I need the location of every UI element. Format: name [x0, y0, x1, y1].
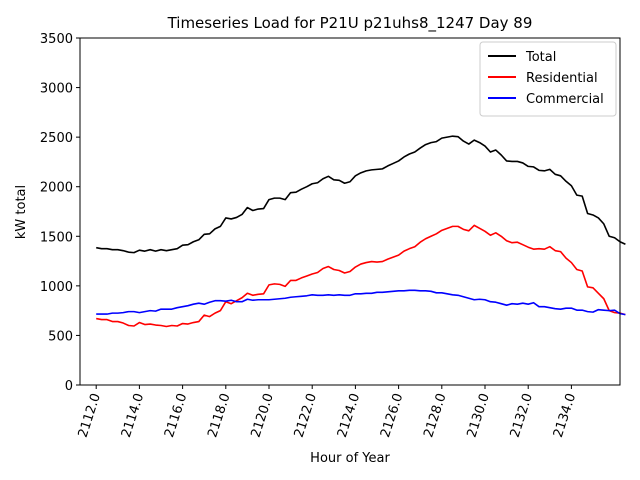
x-tick-label: 2128.0	[421, 392, 449, 440]
series-line-total	[96, 135, 626, 254]
legend-label-commercial: Commercial	[526, 92, 604, 107]
x-tick-label: 2134.0	[551, 392, 579, 440]
y-axis-ticks: 0 500 1000 1500 2000 2500 3000 3500	[40, 32, 80, 394]
x-tick-label: 2130.0	[464, 392, 492, 440]
y-tick-label: 3500	[40, 32, 73, 47]
y-tick-label: 1500	[40, 230, 73, 245]
legend-label-total: Total	[525, 50, 556, 65]
y-tick-label: 0	[65, 379, 73, 394]
x-tick-label: 2114.0	[119, 392, 147, 440]
y-tick-label: 1000	[40, 280, 73, 295]
x-axis-ticks: 2112.0 2114.0 2116.0 2118.0 2120.0 2122.0 2124…	[76, 385, 579, 440]
y-tick-label: 2000	[40, 181, 73, 196]
series-lines	[96, 135, 626, 328]
x-tick-label: 2120.0	[248, 392, 276, 440]
x-tick-label: 2118.0	[205, 392, 233, 440]
y-tick-label: 2500	[40, 131, 73, 146]
legend-label-residential: Residential	[526, 71, 598, 86]
series-line-commercial	[96, 289, 626, 316]
x-tick-label: 2124.0	[335, 392, 363, 440]
x-tick-label: 2116.0	[162, 392, 190, 440]
x-tick-label: 2122.0	[292, 392, 320, 440]
legend: Total Residential Commercial	[479, 41, 617, 117]
x-tick-label: 2112.0	[76, 392, 104, 440]
x-axis-label: Hour of Year	[310, 451, 390, 466]
y-tick-label: 500	[48, 329, 73, 344]
plot-area-frame	[79, 37, 621, 386]
y-tick-label: 3000	[40, 82, 73, 97]
x-tick-label: 2132.0	[508, 392, 536, 440]
x-tick-label: 2126.0	[378, 392, 406, 440]
y-axis-label: kW total	[14, 185, 29, 239]
chart-title: Timeseries Load for P21U p21uhs8_1247 Da…	[167, 14, 533, 33]
series-line-residential	[96, 224, 626, 328]
